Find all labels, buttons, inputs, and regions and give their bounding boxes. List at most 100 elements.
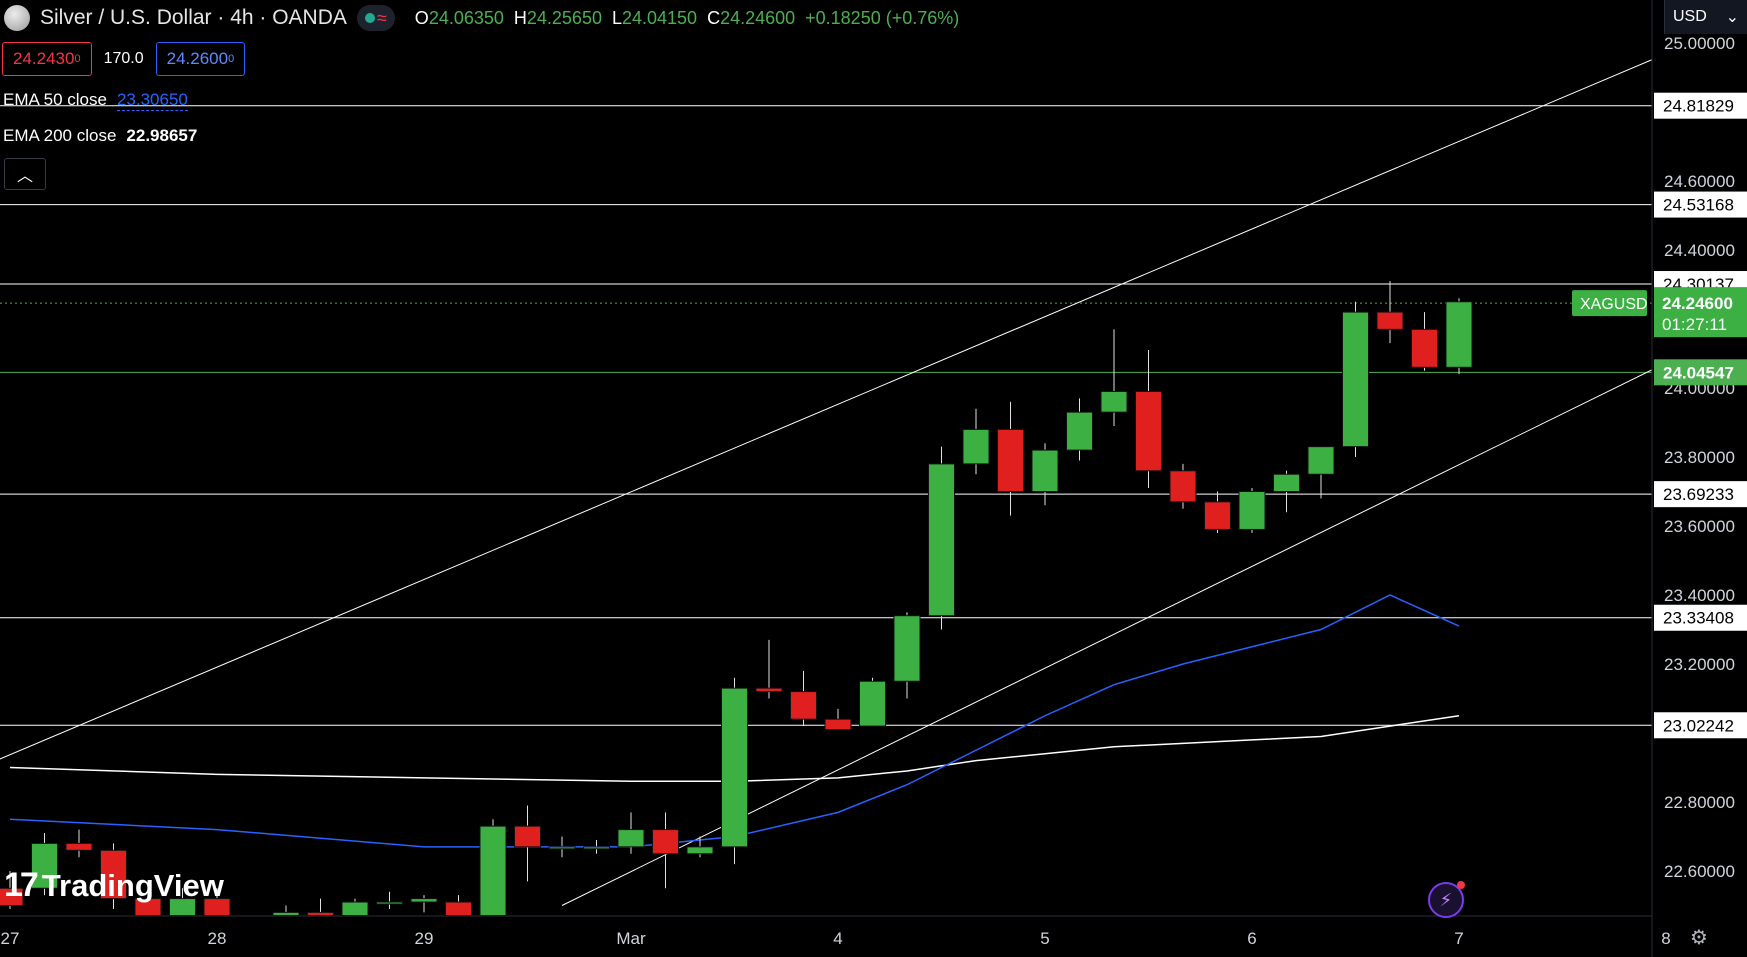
candle-body [721, 687, 748, 848]
candle-body [341, 901, 369, 915]
candle-body [134, 898, 162, 915]
candle-body [1445, 301, 1473, 368]
level-label-bg [1654, 92, 1747, 119]
channel-upper-line [0, 59, 1652, 760]
candle-body [755, 687, 783, 693]
x-tick-label: 6 [1247, 929, 1256, 948]
ema-50-legend[interactable]: EMA 50 close 23.30650 [3, 90, 188, 111]
level-label-bg [1654, 604, 1747, 631]
candle-body [410, 898, 438, 903]
channel-lower-line [561, 369, 1652, 906]
candle-body [997, 428, 1024, 492]
candle-body [583, 846, 610, 850]
candle-body [445, 901, 472, 915]
settings-gear-icon[interactable]: ⚙ [1690, 927, 1708, 949]
x-tick-label: 29 [415, 929, 434, 948]
candle-body [1066, 411, 1093, 451]
level-label-bg [1654, 712, 1747, 739]
x-tick-label: 8 [1661, 929, 1670, 948]
price-change: +0.18250 (+0.76%) [805, 7, 960, 28]
candle-body [1100, 390, 1128, 413]
level-label-bg [1654, 191, 1747, 218]
candle-body [1307, 446, 1335, 475]
y-tick-label: 22.80000 [1664, 793, 1735, 812]
plot-area [0, 59, 1652, 937]
spread-value: 170.0 [103, 50, 144, 67]
y-tick-label: 23.80000 [1664, 448, 1735, 467]
candle-body [169, 898, 196, 915]
lightning-icon[interactable]: ⚡ [1428, 881, 1465, 918]
candle-body [1342, 311, 1369, 448]
symbol-tag-label: XAGUSD [1580, 296, 1648, 313]
level-label: 23.02242 [1663, 716, 1734, 735]
level-label: 23.33408 [1663, 609, 1734, 628]
y-tick-label: 24.40000 [1664, 241, 1735, 260]
ohlc-values: O24.06350 H24.25650 L24.04150 C24.24600 … [414, 7, 960, 28]
sell-button[interactable]: 24.2430 0 [2, 42, 92, 76]
candle-body [239, 923, 265, 937]
candle-body [272, 911, 300, 915]
quote-panel: 24.2430 0 170.0 24.2600 0 [2, 42, 246, 76]
last-price-label: 24.24600 [1662, 294, 1733, 313]
x-tick-label: 7 [1454, 929, 1463, 948]
chart-header: Silver / U.S. Dollar · 4h · OANDA ≈ O24.… [0, 0, 959, 36]
tradingview-logo: 17 TradingView [4, 866, 224, 904]
ema-200-line [9, 715, 1460, 783]
countdown-label: 01:27:11 [1662, 315, 1727, 334]
y-tick-label: 23.40000 [1664, 586, 1735, 605]
candle-body [859, 680, 886, 727]
y-tick-label: 25.00000 [1664, 34, 1735, 53]
candle-body [962, 428, 990, 465]
candle-body [1031, 449, 1059, 493]
chevron-up-icon: ︿ [16, 168, 33, 185]
market-open-dot-icon [364, 13, 375, 23]
level-label: 23.69233 [1663, 485, 1734, 504]
support-label: 24.04547 [1663, 363, 1734, 382]
candle-body [893, 615, 921, 682]
y-tick-label: 22.60000 [1664, 862, 1735, 881]
candle-body [824, 718, 852, 731]
symbol-tag-bg [1572, 290, 1647, 317]
y-tick-label: 23.60000 [1664, 517, 1735, 536]
candle-body [1238, 491, 1266, 530]
wave-icon: ≈ [376, 8, 387, 28]
x-tick-label: 27 [1, 929, 20, 948]
ema-200-legend[interactable]: EMA 200 close 22.98657 [3, 126, 198, 145]
x-tick-label: 5 [1040, 929, 1049, 948]
candle-body [1273, 473, 1300, 492]
candle-body [1376, 311, 1404, 330]
candle-body [203, 898, 231, 915]
candle-body [376, 901, 403, 905]
candle-body [1411, 328, 1438, 368]
level-label-bg [1654, 481, 1747, 508]
silver-symbol-icon[interactable] [4, 5, 30, 31]
support-label-bg [1654, 359, 1747, 386]
currency-select[interactable]: USD ⌄ [1664, 0, 1747, 34]
candle-body [928, 463, 955, 617]
symbol-title[interactable]: Silver / U.S. Dollar · 4h · OANDA [40, 6, 347, 29]
collapse-legend-button[interactable]: ︿ [4, 158, 46, 190]
candle-body [1204, 501, 1231, 530]
candle-body [790, 691, 817, 720]
candle-body [652, 829, 679, 855]
last-price-box [1654, 287, 1747, 338]
candle-body [617, 829, 645, 848]
x-tick-label: 4 [833, 929, 842, 948]
chevron-down-icon: ⌄ [1725, 9, 1739, 26]
x-tick-label: Mar [616, 929, 646, 948]
y-tick-label: 23.20000 [1664, 655, 1735, 674]
candle-body [514, 825, 541, 848]
candle-body [100, 849, 127, 900]
candle-body [31, 842, 58, 889]
candle-body [307, 911, 334, 915]
y-tick-label: 24.60000 [1664, 172, 1735, 191]
level-label: 24.53168 [1663, 196, 1734, 215]
market-status[interactable]: ≈ [356, 5, 395, 31]
tradingview-logo-icon: 17 [4, 866, 39, 904]
buy-button[interactable]: 24.2600 0 [155, 42, 246, 76]
x-tick-label: 28 [208, 929, 227, 948]
candle-body [686, 846, 714, 855]
candle-body [0, 887, 24, 906]
candle-body [479, 825, 507, 915]
